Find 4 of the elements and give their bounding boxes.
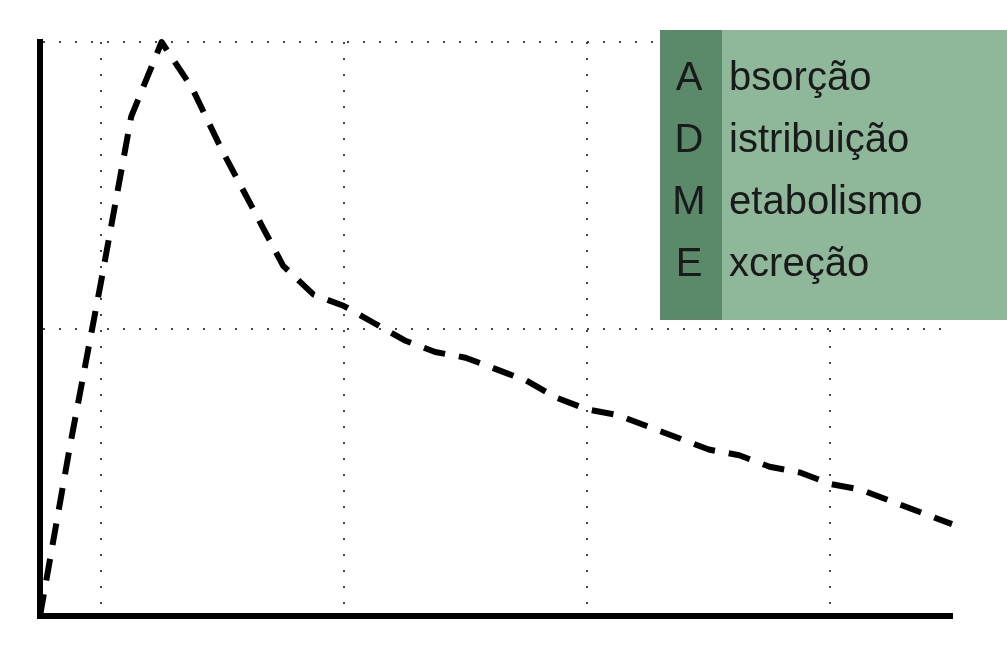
annotation: A bsorção xyxy=(674,53,873,100)
annotation: D istribuição xyxy=(673,115,911,162)
annotation: E xcreção xyxy=(674,239,871,286)
annotation: M etabolismo xyxy=(671,177,924,224)
